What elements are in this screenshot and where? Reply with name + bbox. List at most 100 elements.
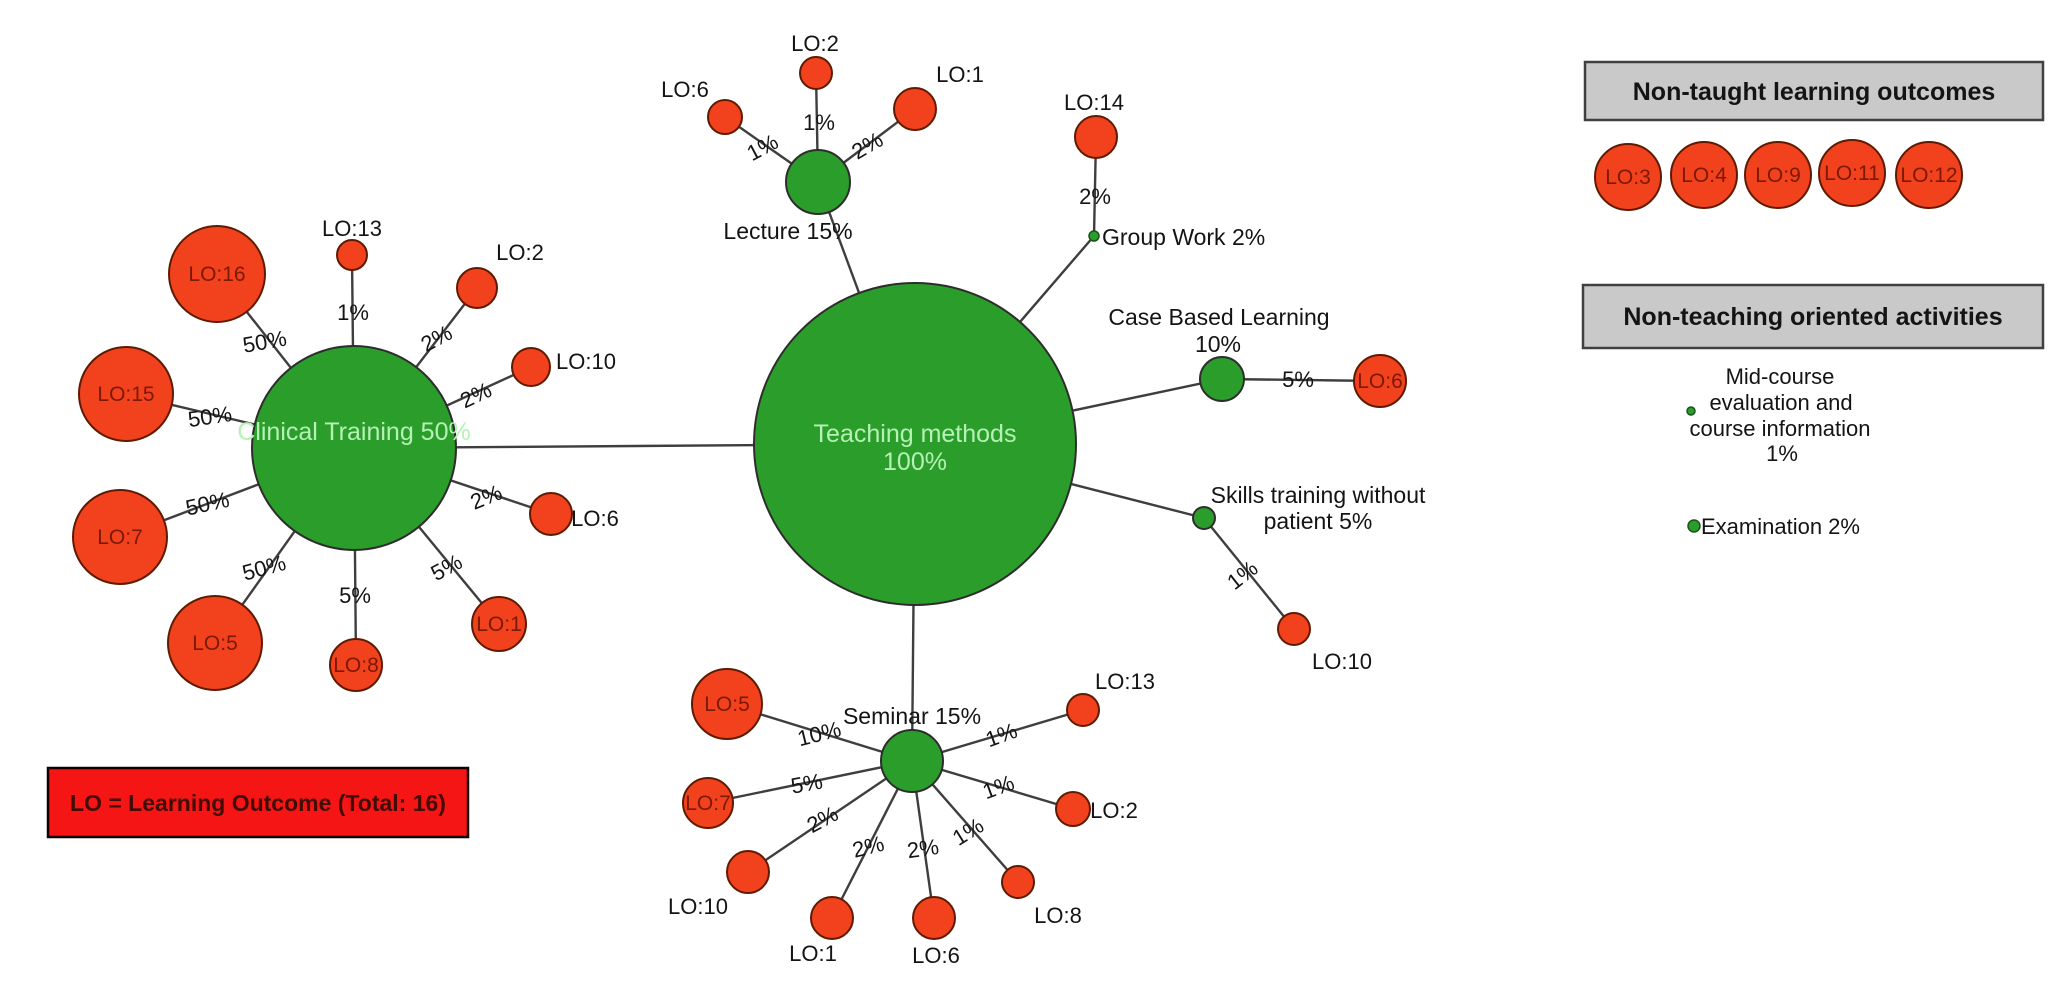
node-label-gw_lo14-0: LO:14	[1064, 90, 1124, 115]
node-label-cbl-0: Case Based Learning	[1108, 304, 1329, 330]
node-sk_lo10	[1277, 612, 1311, 646]
edge-label-seminar-s_lo5: 10%	[795, 716, 844, 751]
mid-course-evaluation-label-0: Mid-course	[1726, 364, 1835, 389]
node-s_lo1	[810, 896, 854, 940]
panel-header-non-taught	[1583, 60, 2045, 122]
node-skills	[1192, 506, 1216, 530]
node-label-lecture-0: Lecture 15%	[723, 218, 852, 244]
node-clinical	[251, 345, 457, 551]
node-s_lo6	[912, 896, 956, 940]
node-inner-label-cb_lo6-0: LO:6	[1357, 370, 1403, 393]
node-inner-label-teaching-1: 100%	[883, 448, 947, 476]
node-c_lo10	[511, 347, 551, 387]
mid-course-evaluation-dot	[1686, 406, 1696, 416]
node-label-sk_lo10-0: LO:10	[1312, 649, 1372, 674]
node-label-s_lo8-0: LO:8	[1034, 903, 1082, 928]
node-l_lo1	[893, 87, 937, 131]
edge-label-groupwork-gw_lo14: 2%	[1079, 184, 1111, 209]
panel-title-non-taught: Non-taught learning outcomes	[1633, 78, 1996, 106]
panel-node-lo4	[1670, 141, 1738, 209]
node-label-groupwork-0: Group Work 2%	[1102, 224, 1265, 250]
mid-course-evaluation-label-1: evaluation and	[1709, 390, 1852, 415]
node-label-c_lo2-0: LO:2	[496, 240, 544, 265]
node-s_lo10	[726, 850, 770, 894]
edge-label-clinical-c_lo15: 50%	[186, 401, 233, 432]
node-cbl	[1199, 356, 1245, 402]
node-c_lo13	[336, 239, 368, 271]
edge-label-clinical-c_lo10: 2%	[456, 377, 495, 413]
node-cb_lo6	[1353, 354, 1407, 408]
edge-label-clinical-c_lo5: 50%	[240, 550, 289, 586]
node-c_lo7	[72, 489, 168, 585]
edge-label-skills-sk_lo10: 1%	[1222, 555, 1262, 594]
edge-label-clinical-c_lo7: 50%	[183, 487, 231, 521]
node-s_lo8	[1001, 865, 1035, 899]
panel-node-label-4: LO:12	[1900, 164, 1957, 187]
panel-title-non-teaching: Non-teaching oriented activities	[1623, 303, 2002, 331]
edge-label-seminar-s_lo1: 2%	[850, 831, 887, 863]
node-s_lo5	[691, 668, 763, 740]
edge-label-clinical-c_lo1: 5%	[427, 549, 467, 586]
legend-box	[46, 766, 470, 839]
edge-skills-sk_lo10	[1203, 517, 1295, 630]
node-inner-label-c_lo8-0: LO:8	[333, 654, 379, 677]
node-inner-label-c_lo15-0: LO:15	[97, 383, 154, 406]
node-inner-label-s_lo7-0: LO:7	[685, 792, 731, 815]
node-inner-label-teaching-0: Teaching methods	[814, 420, 1017, 448]
edge-label-seminar-s_lo7: 5%	[789, 769, 825, 799]
panel-node-label-0: LO:3	[1605, 166, 1651, 189]
edge-label-seminar-s_lo13: 1%	[982, 718, 1020, 752]
edge-label-lecture-l_lo2: 1%	[803, 110, 835, 135]
panel-node-lo3	[1594, 143, 1662, 211]
node-c_lo1	[471, 596, 527, 652]
edge-label-seminar-s_lo8: 1%	[948, 813, 988, 851]
node-c_lo2	[456, 267, 498, 309]
edge-seminar-s_lo7	[707, 759, 913, 805]
node-label-s_lo6-0: LO:6	[912, 943, 960, 968]
node-inner-label-c_lo5-0: LO:5	[192, 632, 238, 655]
node-label-cbl-1: 10%	[1195, 331, 1241, 357]
panel-node-lo9	[1744, 141, 1812, 209]
node-inner-label-s_lo5-0: LO:5	[704, 693, 750, 716]
node-label-l_lo6-0: LO:6	[661, 77, 709, 102]
panel-node-label-3: LO:11	[1824, 162, 1880, 185]
legend-label: LO = Learning Outcome (Total: 16)	[70, 790, 446, 816]
node-s_lo7	[682, 777, 734, 829]
edge-label-clinical-c_lo16: 50%	[241, 325, 289, 357]
node-label-skills-0: Skills training without	[1211, 482, 1426, 508]
edge-seminar-s_lo10	[747, 760, 913, 873]
edge-label-clinical-c_lo8: 5%	[339, 583, 371, 608]
node-label-c_lo13-0: LO:13	[322, 216, 382, 241]
node-gw_lo14	[1074, 115, 1118, 159]
node-label-c_lo6-0: LO:6	[571, 506, 619, 531]
node-teaching	[753, 282, 1077, 606]
panel-node-lo12	[1895, 141, 1963, 209]
node-l_lo6	[707, 99, 743, 135]
examination-dot	[1687, 519, 1701, 533]
panel-node-label-2: LO:9	[1755, 164, 1801, 187]
node-label-l_lo2-0: LO:2	[791, 31, 839, 56]
node-c_lo5	[167, 595, 263, 691]
node-seminar	[880, 729, 944, 793]
node-label-s_lo13-0: LO:13	[1095, 669, 1155, 694]
node-lecture	[785, 149, 851, 215]
examination-label-0: Examination 2%	[1701, 514, 1860, 539]
node-l_lo2	[799, 56, 833, 90]
edge-label-seminar-s_lo6: 2%	[905, 834, 940, 863]
node-label-s_lo2-0: LO:2	[1090, 798, 1138, 823]
panel-node-lo11	[1818, 139, 1886, 207]
node-inner-label-clinical-0: Clinical Training 50%	[237, 418, 470, 446]
node-c_lo8	[329, 638, 383, 692]
node-label-skills-1: patient 5%	[1264, 508, 1373, 534]
node-label-s_lo1-0: LO:1	[789, 941, 837, 966]
node-label-l_lo1-0: LO:1	[936, 62, 984, 87]
node-label-seminar-0: Seminar 15%	[843, 703, 981, 729]
node-inner-label-c_lo1-0: LO:1	[476, 613, 522, 636]
node-label-c_lo10-0: LO:10	[556, 349, 616, 374]
edge-label-clinical-c_lo6: 2%	[467, 480, 506, 515]
edge-label-lecture-l_lo1: 2%	[847, 127, 887, 165]
node-inner-label-c_lo7-0: LO:7	[97, 526, 143, 549]
node-groupwork	[1088, 230, 1100, 242]
edge-label-seminar-s_lo2: 1%	[979, 770, 1017, 804]
